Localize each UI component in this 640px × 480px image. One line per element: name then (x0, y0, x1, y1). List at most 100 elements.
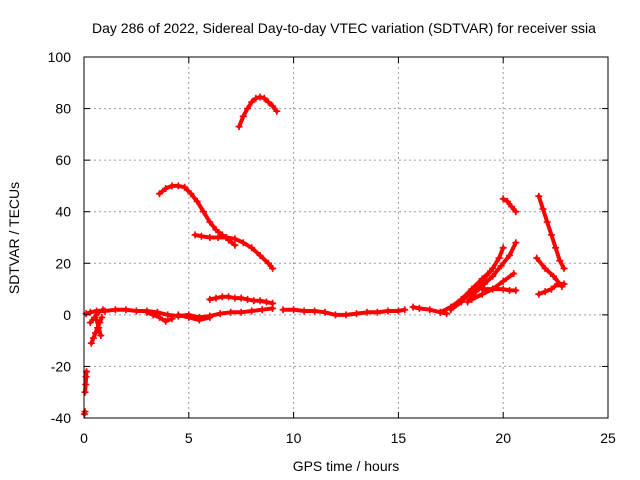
data-point (447, 306, 455, 314)
data-point (97, 332, 105, 339)
data-point (256, 297, 264, 305)
data-point (311, 307, 319, 315)
data-series (82, 304, 277, 321)
data-point (353, 310, 360, 318)
data-point (86, 308, 94, 316)
data-point (218, 293, 226, 301)
data-point (506, 252, 513, 259)
data-series (143, 308, 176, 325)
data-point (256, 252, 264, 259)
data-point (162, 185, 170, 192)
data-point (512, 239, 520, 247)
data-point (499, 195, 507, 203)
data-point (478, 285, 486, 293)
plot-frame (83, 56, 609, 419)
data-point (216, 310, 224, 318)
data-point (244, 105, 251, 113)
data-series (535, 192, 568, 272)
x-tick-label: 15 (391, 430, 407, 446)
data-point (231, 294, 239, 302)
data-point (237, 294, 245, 302)
data-point (191, 231, 199, 239)
data-point (384, 307, 392, 315)
data-point (93, 316, 101, 324)
data-point (535, 290, 543, 298)
data-point (156, 313, 163, 321)
data-series (81, 368, 90, 396)
data-series (535, 280, 568, 298)
data-point (342, 311, 350, 319)
y-tick-label: -40 (51, 410, 71, 426)
data-point (156, 190, 163, 198)
data-point (174, 311, 182, 319)
data-point (212, 294, 220, 302)
data-point (231, 235, 239, 243)
data-point (87, 339, 95, 347)
data-point (143, 308, 151, 316)
data-point (560, 280, 568, 288)
data-point (162, 317, 170, 325)
data-point (279, 306, 287, 314)
data-point (99, 306, 107, 314)
data-point (409, 303, 417, 311)
data-point (95, 308, 103, 316)
data-point (533, 254, 541, 262)
data-point (92, 329, 99, 337)
data-point (506, 286, 513, 294)
data-point (214, 234, 222, 241)
data-point (543, 218, 551, 226)
data-point (269, 102, 277, 110)
data-point (81, 408, 89, 416)
data-series (206, 293, 277, 307)
data-point (248, 244, 256, 252)
data-point (489, 264, 497, 272)
y-axis-label: SDTVAR / TECUs (6, 182, 22, 294)
data-point (258, 306, 266, 314)
data-point (82, 381, 90, 388)
data-point (256, 93, 264, 101)
data-point (508, 203, 516, 211)
data-point (535, 192, 543, 200)
data-series (191, 231, 277, 272)
data-point (457, 298, 465, 306)
data-point (264, 98, 272, 106)
data-point (497, 262, 505, 270)
data-point (495, 254, 503, 262)
data-point (122, 306, 130, 314)
data-point (181, 183, 189, 191)
data-point (394, 307, 402, 315)
data-point (480, 280, 488, 288)
axis-ticks: 0 5 10 15 20 25 -40 -20 0 20 40 60 80 100 (48, 49, 616, 446)
data-point (436, 308, 444, 316)
data-point (269, 299, 277, 307)
y-tick-label: 100 (48, 49, 72, 65)
data-point (193, 197, 201, 205)
data-point (373, 308, 381, 316)
data-point (89, 334, 97, 342)
data-point (552, 244, 560, 252)
data-point (187, 190, 195, 198)
data-series (235, 93, 281, 131)
data-point (212, 226, 220, 234)
data-point (111, 306, 119, 314)
x-tick-label: 0 (80, 430, 88, 446)
data-point (225, 293, 233, 301)
data-point (300, 307, 308, 315)
data-point (197, 232, 205, 240)
data-point (262, 298, 270, 306)
y-tick-label: 0 (63, 307, 71, 323)
data-point (244, 295, 251, 303)
data-point (237, 308, 245, 316)
data-point (321, 308, 329, 316)
grid-lines (84, 57, 608, 418)
data-point (223, 234, 230, 241)
data-point (499, 244, 507, 252)
data-point (86, 319, 94, 327)
data-point (98, 313, 106, 321)
data-point (539, 205, 547, 213)
data-series (174, 311, 214, 324)
data-point (290, 306, 298, 314)
data-point (510, 270, 518, 278)
data-point (250, 297, 258, 305)
